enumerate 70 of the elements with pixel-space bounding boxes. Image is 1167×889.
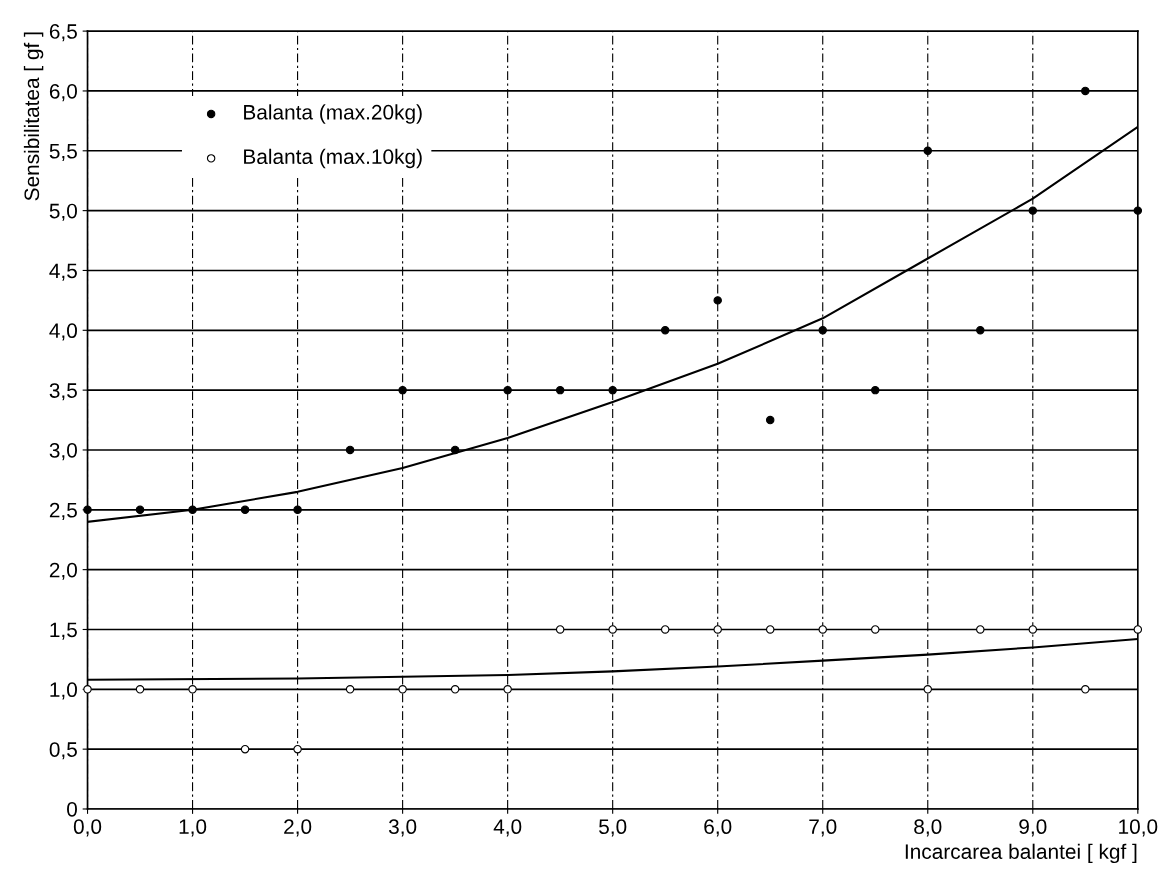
point — [503, 385, 512, 395]
x-tick-label: 3,0 — [388, 819, 417, 837]
point — [450, 445, 460, 455]
y-tick-label: 2,5 — [49, 502, 77, 521]
legend-label: Balanta (max.10kg) — [244, 148, 422, 169]
point — [1133, 206, 1143, 215]
x-tick-label: 6,0 — [704, 819, 732, 837]
point — [345, 685, 355, 694]
point — [293, 505, 302, 515]
y-tick-label: 6,5 — [49, 24, 77, 42]
point — [1081, 86, 1090, 96]
point — [503, 685, 512, 694]
point — [555, 385, 565, 395]
y-tick-label: 1,5 — [50, 622, 77, 640]
x-tick-label: 2,0 — [284, 819, 312, 837]
x-tick-label: 5,0 — [599, 819, 627, 837]
x-axis-title: Incarcarea balantei [ kgf ] — [905, 843, 1137, 864]
point — [240, 744, 250, 754]
point — [923, 685, 932, 694]
point — [345, 445, 355, 455]
point — [923, 146, 932, 156]
y-tick-label: 2,0 — [49, 562, 77, 580]
point — [240, 505, 250, 515]
point — [188, 505, 197, 515]
point — [871, 385, 880, 395]
x-tick-label: 8,0 — [914, 819, 942, 837]
x-tick-label: 9,0 — [1019, 819, 1047, 837]
legend-label: Balanta (max.20kg) — [244, 104, 422, 124]
y-tick-label: 3,0 — [49, 442, 77, 461]
y-tick-label: 4,5 — [49, 263, 77, 281]
point — [398, 385, 407, 395]
point — [818, 326, 827, 335]
y-tick-label: 3,5 — [49, 383, 77, 401]
point — [713, 625, 722, 634]
point — [398, 685, 407, 694]
point — [871, 625, 880, 634]
y-tick-label: 1,0 — [50, 682, 77, 700]
point — [293, 744, 302, 754]
point — [765, 625, 775, 634]
point — [713, 296, 722, 305]
x-tick-label: 1,0 — [179, 819, 207, 837]
point — [660, 625, 670, 634]
point — [608, 385, 617, 395]
y-tick-label: 5,5 — [49, 144, 77, 161]
x-tick-label: 10,0 — [1119, 819, 1158, 837]
point — [450, 685, 460, 694]
point — [818, 625, 827, 634]
y-tick-label: 5,0 — [49, 203, 77, 221]
y-axis-title: Sensibilitatea [ gf ] — [23, 32, 44, 201]
point — [1028, 625, 1038, 634]
x-tick-label: 4,0 — [493, 819, 522, 837]
point — [135, 505, 145, 515]
point — [188, 685, 197, 694]
y-tick-label: 4,0 — [49, 323, 77, 341]
x-tick-label: 0,0 — [73, 819, 102, 837]
point — [976, 326, 985, 335]
point — [83, 505, 92, 515]
point — [608, 625, 617, 634]
x-tick-label: 7,0 — [809, 819, 837, 837]
point — [555, 625, 565, 634]
point — [765, 415, 775, 425]
point — [135, 685, 145, 694]
y-tick-label: 6,0 — [49, 83, 77, 102]
point — [1133, 625, 1143, 634]
point — [660, 326, 670, 335]
point — [1081, 685, 1090, 694]
y-tick-label: 0 — [67, 801, 77, 817]
y-tick-label: 0,5 — [49, 742, 77, 760]
point — [1028, 206, 1038, 215]
point — [976, 625, 985, 634]
